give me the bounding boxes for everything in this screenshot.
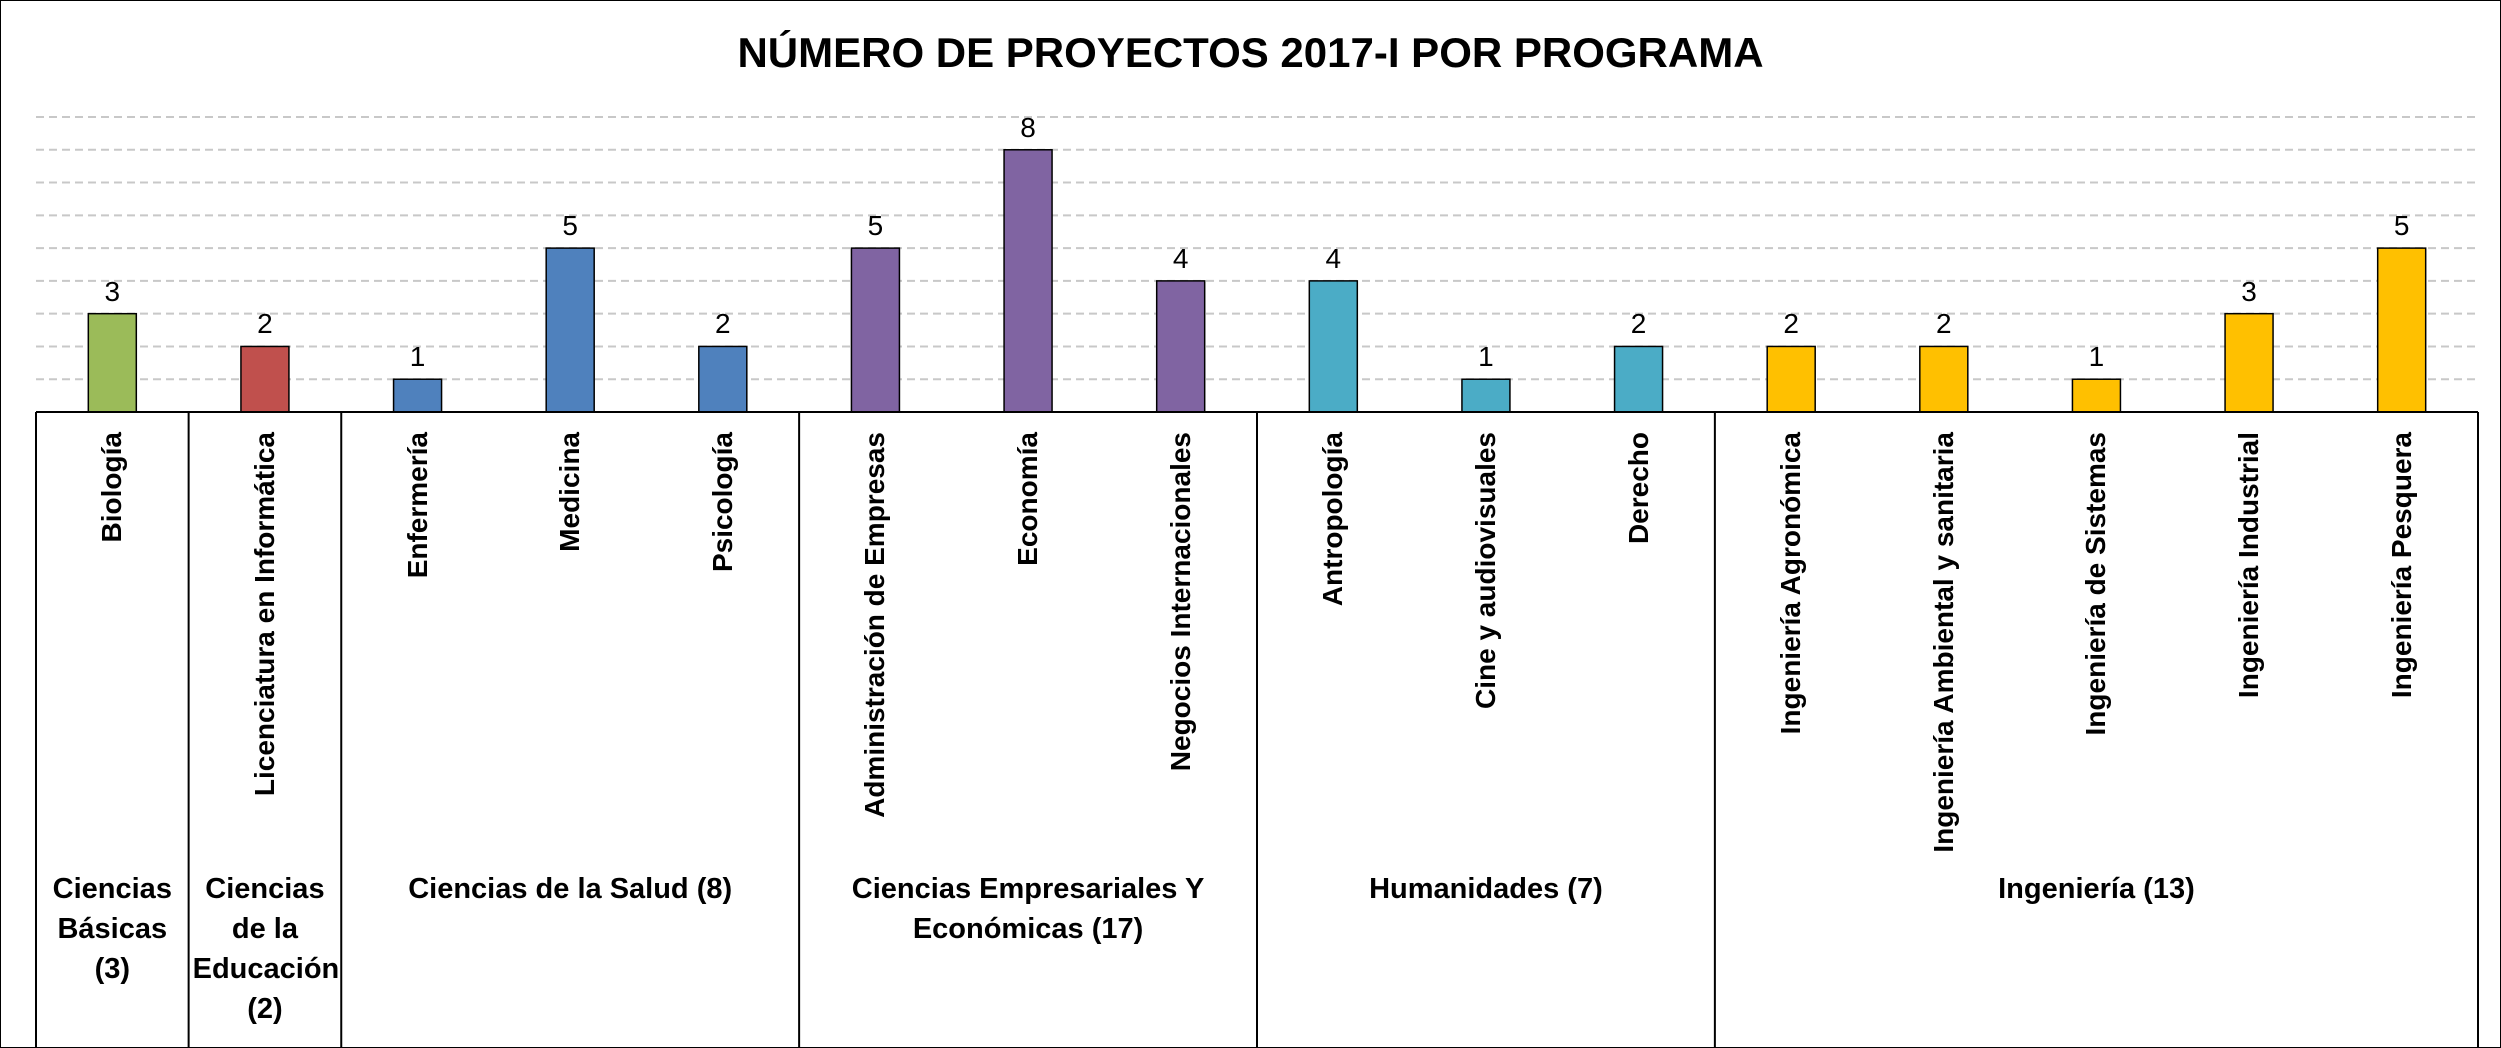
data-label: 3 — [104, 275, 121, 307]
group-label: Ciencias de la Educación (2) — [192, 873, 340, 1025]
data-label: 2 — [257, 308, 273, 340]
data-label: 4 — [1325, 242, 1342, 274]
bar — [1766, 345, 1816, 413]
x-tick-label: Psicología — [648, 432, 798, 862]
group-label: Humanidades (7) — [1369, 873, 1603, 905]
bar — [87, 312, 138, 413]
chart-title: NÚMERO DE PROYECTOS 2017-I POR PROGRAMA — [737, 29, 1764, 76]
x-tick-text: Licenciatura en Informática — [248, 432, 280, 797]
bar — [850, 247, 901, 413]
x-tick-text: Ingeniería Industrial — [2233, 432, 2265, 699]
x-tick-label: Ingeniería de Sistemas — [2021, 432, 2171, 862]
x-tick-text: Biología — [96, 432, 128, 543]
data-label: 5 — [562, 210, 578, 242]
x-tick-text: Administración de Empresas — [859, 432, 891, 818]
data-label: 2 — [1783, 308, 1799, 340]
bar — [2071, 378, 2122, 413]
x-tick-label: Ingeniería Industrial — [2174, 432, 2324, 862]
x-tick-label: Licenciatura en Informática — [190, 432, 340, 862]
x-tick-text: Medicina — [554, 432, 586, 552]
x-tick-label: Administración de Empresas — [800, 432, 950, 862]
bar — [1155, 280, 1206, 413]
x-tick-text: Derecho — [1622, 432, 1654, 545]
bar — [1003, 149, 1053, 413]
x-tick-text: Antropología — [1317, 432, 1349, 607]
x-tick-label: Derecho — [1564, 432, 1714, 862]
x-tick-label: Ingeniería Ambiental y sanitaria — [1869, 432, 2019, 862]
bar — [2376, 247, 2427, 413]
bar — [1919, 345, 1969, 413]
data-label: 5 — [2393, 210, 2410, 242]
x-tick-label: Enfermería — [343, 432, 493, 862]
x-tick-label: Medicina — [495, 432, 645, 862]
bar — [698, 345, 748, 413]
bar — [392, 378, 443, 413]
x-tick-text: Ingeniería de Sistemas — [2080, 432, 2112, 736]
data-label: 2 — [1630, 308, 1647, 340]
data-label: 3 — [2241, 275, 2257, 307]
bar — [1308, 280, 1359, 413]
x-tick-text: Negocios Internacionales — [1164, 432, 1196, 772]
x-tick-label: Ingeniería Agronómica — [1716, 432, 1866, 862]
x-tick-label: Antropología — [1258, 432, 1408, 862]
x-tick-text: Ingeniería Agronómica — [1775, 432, 1807, 735]
bar — [545, 247, 595, 413]
x-tick-text: Enfermería — [401, 432, 433, 579]
bar — [1461, 378, 1511, 413]
x-tick-label: Negocios Internacionales — [1106, 432, 1256, 862]
x-tick-label: Cine y audiovisuales — [1411, 432, 1561, 862]
data-label: 2 — [715, 308, 731, 340]
x-tick-label: Ingeniería Pesquera — [2327, 432, 2477, 862]
group-label: Ciencias de la Salud (8) — [408, 873, 733, 905]
data-label: 2 — [1936, 308, 1952, 340]
x-tick-text: Economía — [1012, 432, 1044, 566]
bar — [1613, 345, 1664, 413]
data-label: 1 — [409, 341, 426, 373]
x-tick-text: Ingeniería Pesquera — [2385, 432, 2417, 699]
x-tick-text: Cine y audiovisuales — [1469, 432, 1501, 709]
x-tick-label: Economía — [953, 432, 1103, 862]
x-tick-text: Ingeniería Ambiental y sanitaria — [1927, 432, 1959, 853]
group-label: Ciencias Empresariales Y Económicas (17) — [851, 873, 1205, 945]
data-label: 1 — [2088, 341, 2105, 373]
data-label: 1 — [1478, 341, 1494, 373]
data-label: 5 — [867, 210, 884, 242]
bar — [2224, 312, 2274, 413]
data-label: 4 — [1172, 242, 1189, 274]
group-label: Ciencias Básicas (3) — [52, 873, 172, 985]
x-tick-text: Psicología — [706, 432, 738, 573]
x-tick-label: Biología — [37, 432, 187, 862]
bar — [240, 345, 290, 413]
data-label: 8 — [1020, 111, 1036, 143]
group-label: Ingeniería (13) — [1998, 873, 2195, 905]
